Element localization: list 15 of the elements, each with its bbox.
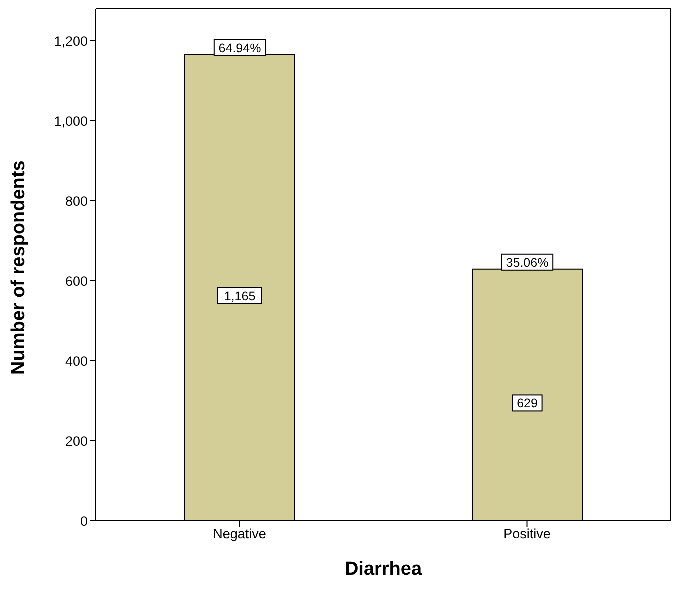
y-tick-label: 400: [65, 354, 88, 369]
y-tick-label: 1,200: [54, 34, 88, 49]
x-tick-label: Positive: [504, 526, 551, 542]
x-tick-label: Negative: [213, 526, 266, 542]
annotation: 35.06%: [506, 256, 549, 270]
annotation: 64.94%: [218, 42, 262, 56]
y-tick-label: 0: [80, 514, 88, 529]
y-tick-label: 800: [65, 194, 88, 209]
y-axis-title: Number of respondents: [8, 160, 30, 375]
x-axis-title: Diarrhea: [344, 559, 422, 580]
y-tick-label: 1,000: [54, 114, 88, 129]
data-label: 629: [517, 396, 538, 411]
data-label: 1,165: [224, 290, 256, 304]
y-tick-label: 200: [65, 434, 88, 449]
y-tick-label: 600: [65, 274, 88, 289]
